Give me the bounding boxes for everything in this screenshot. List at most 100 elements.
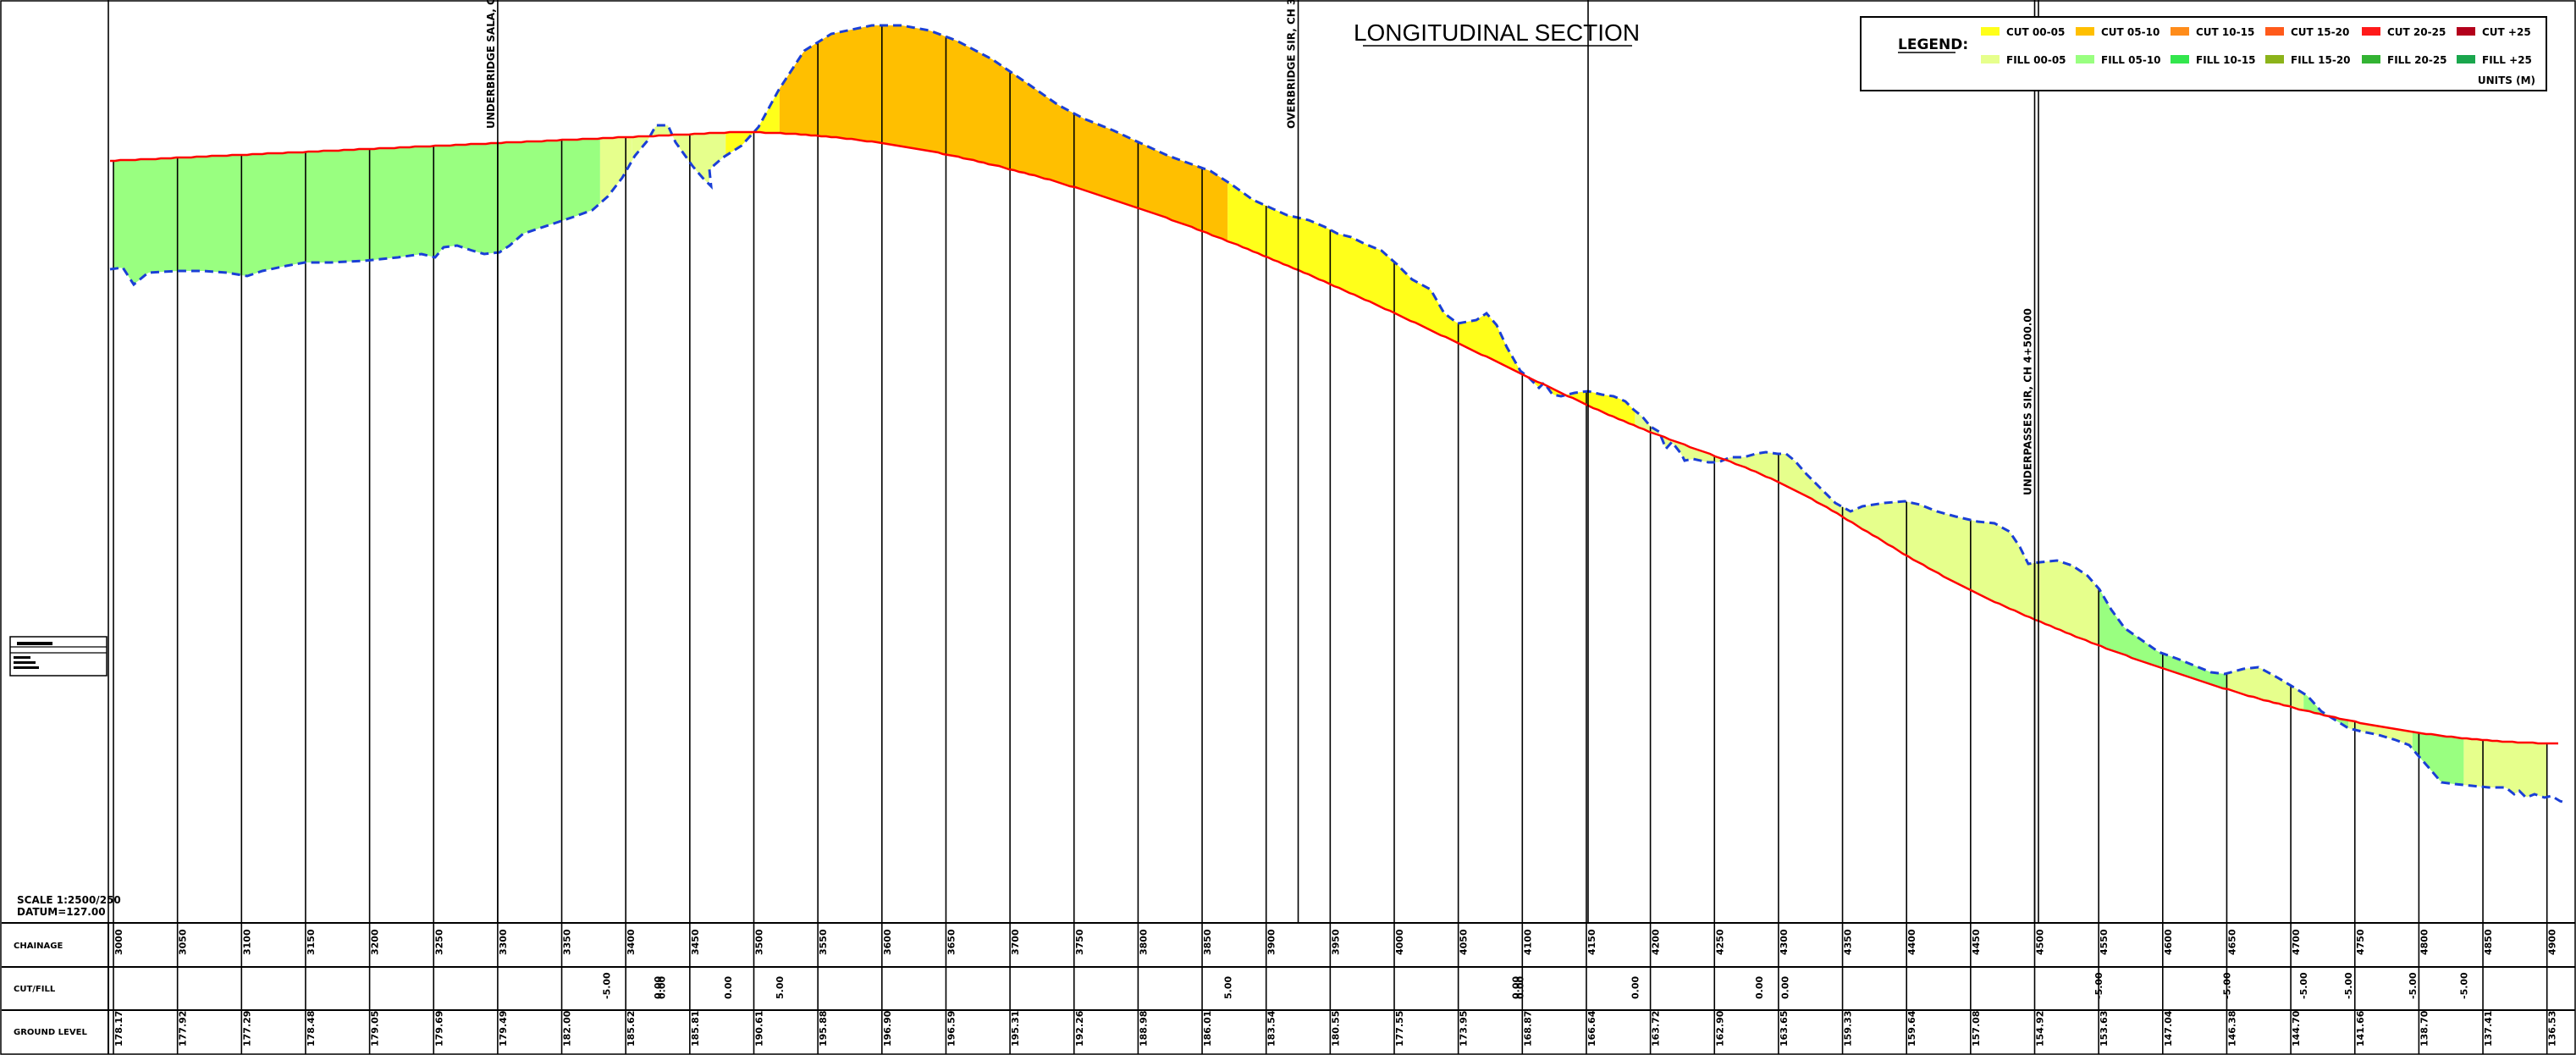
legend-label: FILL 05-10: [2101, 54, 2161, 66]
data-bands: CHAINAGE CUT/FILL GROUND LEVEL 3000 3050 3…: [2, 922, 2575, 1054]
cutfill-label: -5.00: [2298, 972, 2309, 999]
legend-label: CUT 20-25: [2387, 26, 2446, 38]
ground-level-label: 179.69: [433, 1011, 444, 1047]
ground-level-label: 195.31: [1010, 1011, 1021, 1047]
ground-level-label: 177.92: [178, 1011, 189, 1047]
ground-level-label: 159.33: [1843, 1011, 1854, 1047]
ground-level-label: 162.90: [1714, 1010, 1725, 1047]
ground-level-label: 173.95: [1459, 1011, 1470, 1047]
ground-level-label: 153.63: [2099, 1011, 2110, 1047]
ground-level-label: 178.17: [113, 1011, 124, 1047]
ground-level-label: 186.01: [1202, 1011, 1213, 1047]
datum-label: DATUM=127.00: [17, 906, 106, 918]
cut-fill-zone: [779, 25, 1228, 242]
legend-swatch: [2171, 55, 2189, 64]
legend-box: [1860, 16, 2547, 91]
chainage-label: 4750: [2355, 929, 2366, 955]
legend-swatch: [2362, 27, 2380, 36]
ground-level-label: 190.61: [754, 1011, 765, 1047]
chainage-label: 3600: [882, 929, 893, 955]
legend-label: CUT 00-05: [2006, 26, 2065, 38]
chainage-label: 4800: [2419, 929, 2430, 955]
chainage-label: 4100: [1522, 929, 1533, 955]
ground-level-label: 163.65: [1779, 1011, 1790, 1047]
legend-swatch: [2457, 55, 2475, 64]
ground-level-label: 168.87: [1522, 1011, 1533, 1047]
ground-level-label: 183.54: [1266, 1010, 1277, 1047]
ground-level-label: 166.64: [1586, 1010, 1597, 1047]
cut-fill-zone: [1227, 182, 1516, 372]
chainage-label: 4150: [1586, 929, 1597, 955]
ground-level-label: 137.41: [2483, 1011, 2494, 1047]
chainage-label: 4350: [1843, 929, 1854, 955]
chainage-label: 3400: [626, 929, 637, 955]
legend-label: FILL 15-20: [2291, 54, 2351, 66]
ground-level-label: 144.70: [2291, 1010, 2302, 1047]
ground-level-label: 180.55: [1330, 1011, 1341, 1047]
chainage-label: 3350: [562, 929, 573, 955]
chainage-label: 4450: [1971, 929, 1982, 955]
chainage-label: 3100: [241, 929, 252, 955]
ground-level-label: 192.26: [1074, 1010, 1085, 1047]
ground-level-label: 196.90: [882, 1010, 893, 1047]
ground-level-label: 177.29: [241, 1011, 252, 1047]
chainage-label: 3000: [113, 929, 124, 955]
legend-heading: LEGEND:: [1898, 36, 1968, 53]
cutfill-label: -5.00: [2093, 972, 2104, 999]
cut-fill-zone: [2099, 588, 2227, 689]
ground-level-label: 195.88: [818, 1011, 829, 1047]
ground-level-label: 159.64: [1906, 1010, 1917, 1047]
chainage-label: 3550: [818, 929, 829, 955]
band-label-ground: GROUND LEVEL: [14, 1028, 87, 1037]
legend-label: FILL 20-25: [2387, 54, 2447, 66]
chainage-label: 4550: [2099, 929, 2110, 955]
legend-swatch: [2265, 55, 2284, 64]
cut-fill-zone: [2412, 732, 2464, 785]
legend-swatch: [2076, 55, 2094, 64]
cutfill-label: 0.00: [1511, 976, 1522, 999]
ground-level-labels: 178.17 177.92 177.29 178.48 179.05 179.69 179.…: [113, 1010, 2558, 1047]
legend-swatch: [2076, 27, 2094, 36]
cutfill-label: 0.00: [1630, 976, 1641, 999]
legend-units: UNITS (M): [2478, 75, 2535, 86]
proposed-level-line: [110, 130, 2558, 745]
cut-fill-zone: [1784, 454, 2099, 646]
legend-label: CUT +25: [2482, 26, 2531, 38]
ground-level-label: 141.66: [2355, 1010, 2366, 1047]
chainage-label: 3250: [433, 929, 444, 955]
cutfill-label: -5.00: [2408, 972, 2419, 999]
ground-level-label: 188.98: [1138, 1011, 1149, 1047]
scale-label: SCALE 1:2500/250: [17, 894, 121, 906]
ground-level-label: 154.92: [2035, 1011, 2046, 1047]
chainage-label: 4200: [1651, 929, 1662, 955]
chainage-label: 4000: [1394, 929, 1405, 955]
legend-label: FILL +25: [2482, 54, 2532, 66]
ground-level-label: 138.70: [2419, 1010, 2430, 1047]
cutfill-label: 5.00: [775, 976, 786, 999]
band-label-cutfill: CUT/FILL: [14, 985, 56, 994]
legend-swatch: [1981, 55, 2000, 64]
chainage-label: 4850: [2483, 929, 2494, 955]
legend-swatch: [2457, 27, 2475, 36]
legend-label: FILL 00-05: [2006, 54, 2066, 66]
chainage-label: 3750: [1074, 929, 1085, 955]
cutfill-label: 0.00: [1779, 976, 1790, 999]
legend-label: CUT 05-10: [2101, 26, 2160, 38]
structure-label: UNDERPASSES SIR, CH 4+500.00: [2022, 308, 2034, 495]
cut-fill-zone: [2463, 738, 2547, 798]
ground-level-label: 177.55: [1394, 1011, 1405, 1047]
cut-fill-zone: [1635, 411, 1785, 486]
legend-swatch: [1981, 27, 2000, 36]
ground-level-label: 157.08: [1971, 1011, 1982, 1047]
chainage-label: 3150: [306, 929, 317, 955]
title-block-stub: [9, 636, 108, 677]
legend-items: CUT 00-05 CUT 05-10 CUT 10-15 CUT 15-20 CUT …: [1981, 26, 2532, 66]
chainage-label: 4500: [2035, 929, 2046, 955]
cut-fill-zone: [113, 138, 600, 284]
ground-level-label: 196.59: [946, 1011, 957, 1047]
cut-fill-zone: [1515, 362, 1636, 426]
chainage-labels: 3000 3050 3100 3150 3200 3250 3300 3350 3400 3450…: [113, 929, 2558, 955]
legend-swatch: [2265, 27, 2284, 36]
cutfill-label: 0.00: [723, 976, 734, 999]
legend-label: FILL 10-15: [2196, 54, 2256, 66]
